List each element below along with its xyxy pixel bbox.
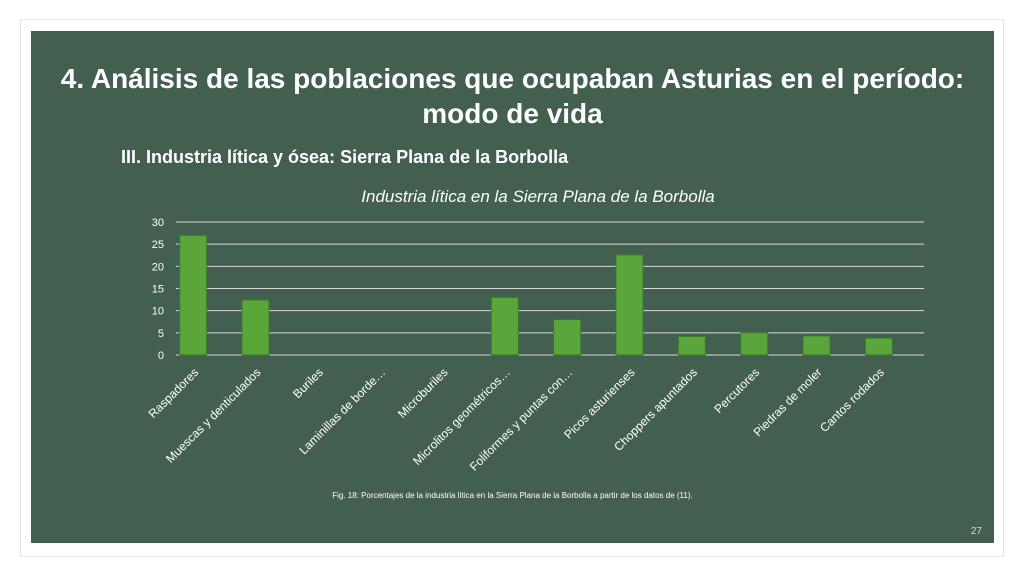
x-tick-label: Microburiles	[395, 365, 451, 421]
bar-5	[490, 296, 519, 356]
bar-8	[677, 335, 706, 356]
y-tick-label: 20	[152, 261, 164, 273]
y-tick-label: 0	[158, 350, 164, 362]
y-tick-label: 15	[152, 284, 164, 296]
bar-11	[864, 337, 893, 356]
x-tick-label: Percutores	[711, 365, 762, 416]
y-tick-label: 30	[152, 217, 164, 229]
slide-title: 4. Análisis de las poblaciones que ocupa…	[60, 63, 965, 129]
chart-bars	[179, 234, 893, 356]
figure-caption: Fig. 18: Porcentajes de la industria lít…	[332, 491, 693, 500]
chart-gridlines	[176, 221, 924, 356]
x-tick-label: Foliformes y puntas con…	[467, 365, 575, 473]
y-tick-label: 5	[158, 328, 164, 340]
y-tick-label: 25	[152, 239, 164, 251]
bar-9	[740, 332, 769, 356]
bar-chart: Industria lítica en la Sierra Plana de l…	[146, 187, 924, 474]
slide: 4. Análisis de las poblaciones que ocupa…	[31, 31, 994, 543]
bar-6	[553, 319, 582, 356]
chart-title: Industria lítica en la Sierra Plana de l…	[361, 187, 714, 206]
bar-0	[179, 234, 208, 356]
bar-7	[615, 254, 644, 356]
y-tick-label: 10	[152, 306, 164, 318]
slide-subtitle: III. Industria lítica y ósea: Sierra Pla…	[121, 147, 569, 167]
y-axis-ticks: 0 5 10 15 20 25 30	[152, 217, 164, 362]
x-tick-label: Raspadores	[146, 365, 202, 421]
x-tick-label: Cantos rodados	[817, 365, 887, 435]
page-number: 27	[970, 526, 982, 537]
x-tick-label: Piedras de moler	[751, 365, 825, 439]
bar-10	[802, 335, 831, 356]
x-tick-label: Buriles	[290, 365, 326, 401]
bar-1	[241, 299, 270, 356]
